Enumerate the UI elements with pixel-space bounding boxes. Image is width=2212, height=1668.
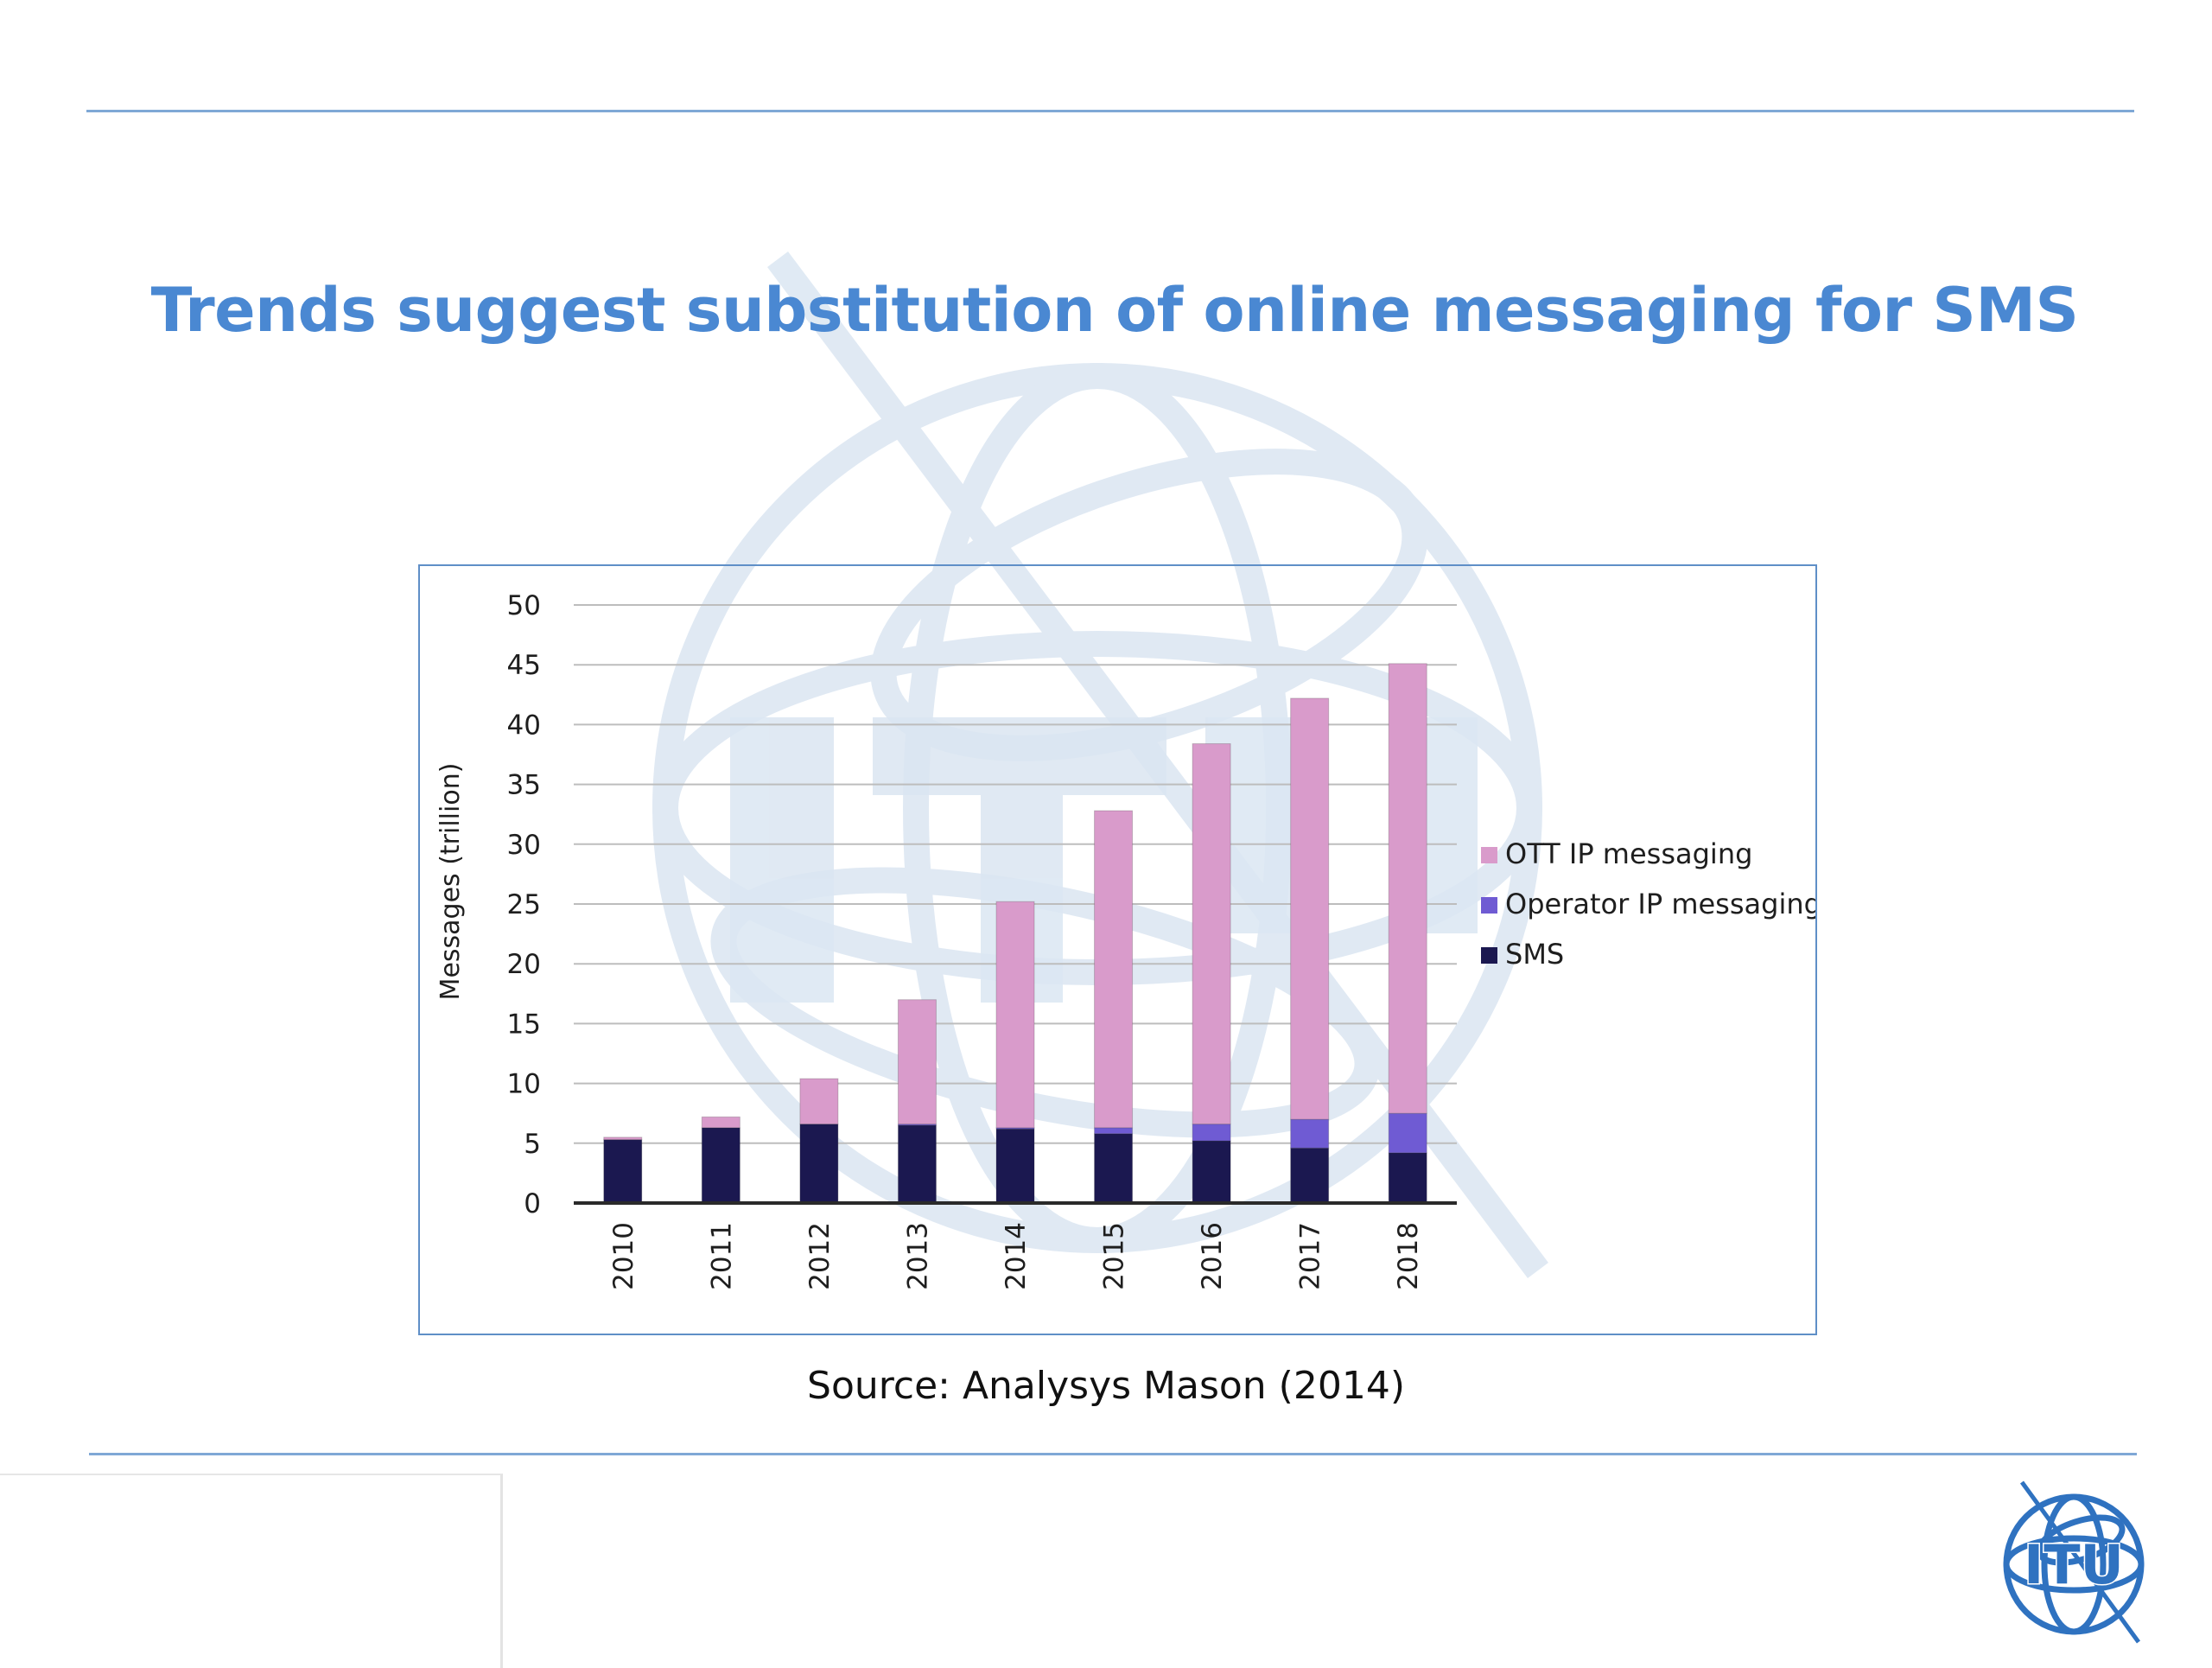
x-tick-label: 2011 [706, 1222, 737, 1290]
x-tick-label: 2018 [1393, 1222, 1424, 1290]
bar-segment-sms-2014 [995, 1128, 1035, 1204]
bar-segment-operator-ip-messaging-2016 [1192, 1124, 1231, 1142]
bar-segment-ott-ip-messaging-2015 [1094, 810, 1134, 1129]
y-tick-label: 45 [507, 650, 541, 681]
y-tick-label: 25 [507, 889, 541, 920]
y-tick-label: 30 [507, 830, 541, 861]
y-tick-label: 5 [524, 1129, 541, 1160]
bar-segment-ott-ip-messaging-2013 [897, 999, 937, 1125]
bar-segment-operator-ip-messaging-2015 [1094, 1127, 1134, 1135]
legend-label: SMS [1505, 938, 1564, 971]
y-tick-label: 15 [507, 1009, 541, 1040]
bar-segment-sms-2018 [1388, 1152, 1427, 1204]
source-caption: Source: Analysys Mason (2014) [807, 1364, 1405, 1408]
bar-segment-sms-2017 [1290, 1147, 1330, 1204]
y-tick-label: 40 [507, 710, 541, 741]
x-tick-label: 2016 [1197, 1222, 1228, 1290]
bar-segment-sms-2015 [1094, 1133, 1134, 1204]
bar-segment-ott-ip-messaging-2012 [799, 1078, 839, 1125]
bar-segment-sms-2013 [897, 1124, 937, 1204]
bars [603, 663, 1427, 1204]
legend: OTT IP messaging Operator IP messaging SMS [1481, 837, 1815, 971]
y-tick-label: 10 [507, 1069, 541, 1100]
legend-swatch [1481, 947, 1497, 964]
x-tick-label: 2010 [608, 1222, 639, 1290]
legend-label: OTT IP messaging [1505, 837, 1752, 870]
chart-frame: 0 5 10 15 20 25 30 35 40 45 50 2010 2011 2012 2013 201… [418, 564, 1817, 1335]
legend-swatch [1481, 847, 1497, 863]
x-tick-label: 2013 [902, 1222, 933, 1290]
bar-segment-ott-ip-messaging-2017 [1290, 697, 1330, 1120]
x-tick-label: 2017 [1295, 1222, 1326, 1290]
bar-segment-ott-ip-messaging-2011 [701, 1116, 741, 1129]
x-tick-label: 2015 [1099, 1222, 1130, 1290]
bar-segment-ott-ip-messaging-2018 [1388, 663, 1427, 1114]
bar-segment-operator-ip-messaging-2018 [1388, 1112, 1427, 1154]
bar-segment-sms-2010 [603, 1139, 643, 1204]
footer-box [0, 1474, 503, 1668]
y-tick-label: 35 [507, 770, 541, 801]
bar-segment-sms-2011 [701, 1127, 741, 1204]
top-rule [86, 110, 2134, 112]
y-tick-labels: 0 5 10 15 20 25 30 35 40 45 50 [507, 590, 541, 1219]
legend-swatch [1481, 897, 1497, 914]
itu-logo: ITU [2003, 1480, 2145, 1644]
bar-segment-ott-ip-messaging-2016 [1192, 743, 1231, 1125]
x-tick-label: 2014 [1001, 1222, 1032, 1290]
bar-segment-operator-ip-messaging-2017 [1290, 1118, 1330, 1149]
x-tick-labels: 2010 2011 2012 2013 2014 2015 2016 2017 2018 [608, 1222, 1424, 1290]
y-tick-label: 20 [507, 949, 541, 980]
y-axis-title: Messages (trillion) [435, 763, 466, 1001]
logo-lightning-icon [2019, 1480, 2141, 1644]
y-tick-label: 50 [507, 590, 541, 621]
x-tick-label: 2012 [804, 1222, 836, 1290]
bar-segment-ott-ip-messaging-2014 [995, 901, 1035, 1129]
y-tick-label: 0 [524, 1188, 541, 1219]
logo-text: ITU [2024, 1533, 2124, 1596]
bar-segment-sms-2012 [799, 1124, 839, 1204]
bottom-rule [89, 1453, 2137, 1455]
legend-label: Operator IP messaging [1505, 888, 1815, 920]
slide-title: Trends suggest substitution of online me… [150, 275, 2079, 346]
bar-segment-sms-2016 [1192, 1140, 1231, 1204]
bar-segment-ott-ip-messaging-2010 [603, 1136, 643, 1141]
